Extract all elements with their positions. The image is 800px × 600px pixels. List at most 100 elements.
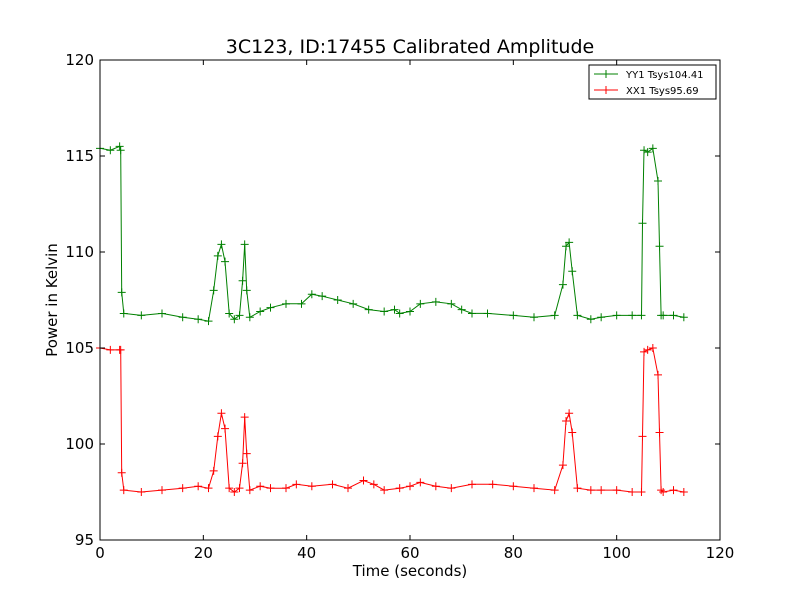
data-point-marker (380, 486, 389, 495)
data-point-marker (178, 313, 187, 322)
data-point-marker (659, 488, 668, 496)
data-point-marker (395, 484, 404, 493)
chart-title: 3C123, ID:17455 Calibrated Amplitude (226, 36, 594, 58)
data-point-marker (657, 486, 666, 495)
data-point-marker (573, 484, 582, 493)
data-point-marker (447, 484, 456, 493)
data-point-marker (240, 240, 249, 249)
data-point-marker (565, 409, 574, 418)
data-point-marker (217, 409, 226, 418)
data-point-marker (217, 240, 226, 249)
data-point-marker (292, 480, 301, 489)
data-point-marker (638, 432, 647, 441)
series-0 (96, 142, 688, 326)
data-point-marker (395, 309, 404, 318)
data-point-marker (225, 484, 234, 493)
data-point-marker (659, 311, 668, 320)
data-point-marker (550, 311, 559, 320)
data-point-marker (256, 482, 265, 491)
y-tick-label: 115 (65, 147, 94, 165)
data-point-marker (282, 299, 290, 308)
data-point-marker (431, 482, 440, 491)
data-point-marker (612, 311, 621, 320)
data-point-marker (457, 305, 466, 314)
data-point-marker (106, 345, 115, 354)
legend-box (588, 64, 717, 100)
legend-marker (602, 70, 610, 78)
data-point-marker (194, 482, 203, 491)
data-point-marker (117, 468, 126, 477)
data-point-marker (679, 488, 688, 496)
data-point-marker (221, 424, 230, 433)
data-point-marker (369, 480, 378, 489)
data-point-marker (266, 303, 275, 312)
data-point-marker (106, 146, 115, 155)
data-point-marker (238, 459, 247, 468)
data-point-marker (586, 486, 595, 495)
data-point-marker (655, 242, 664, 251)
data-point-marker (558, 461, 567, 470)
data-point-marker (178, 484, 187, 493)
data-point-marker (240, 413, 249, 422)
data-point-marker (137, 311, 146, 320)
data-point-marker (655, 428, 664, 437)
data-point-marker (468, 309, 476, 318)
plot-background (100, 60, 720, 540)
data-point-marker (242, 286, 251, 295)
data-point-marker (628, 488, 637, 496)
data-point-marker (648, 144, 657, 153)
data-point-marker (245, 486, 254, 495)
series-1 (96, 344, 688, 496)
tick-layer: 0 20 40 60 80 100 120 95 100 105 110 115 120 (65, 51, 734, 562)
legend-marker (602, 86, 610, 94)
data-point-marker (209, 286, 218, 295)
data-point-marker (349, 299, 358, 308)
data-point-marker (307, 290, 316, 299)
data-point-marker (364, 305, 373, 314)
legend-label: XX1 Tsys95.69 (626, 86, 699, 97)
data-point-marker (235, 311, 244, 320)
x-tick-label: 20 (194, 544, 213, 562)
data-point-marker (654, 370, 662, 379)
data-point-marker (468, 480, 476, 489)
data-point-marker (221, 257, 230, 266)
data-point-marker (586, 315, 595, 324)
data-point-marker (597, 313, 606, 322)
data-point-marker (643, 345, 652, 354)
data-point-marker (416, 478, 425, 487)
data-point-marker (565, 238, 574, 247)
data-point-marker (235, 484, 244, 493)
data-point-marker (568, 428, 577, 437)
data-point-marker (669, 311, 678, 320)
data-point-marker (638, 219, 647, 228)
y-tick-label: 105 (65, 339, 94, 357)
data-point-marker (679, 313, 688, 322)
data-point-marker (637, 488, 646, 496)
data-point-marker (530, 484, 538, 493)
data-point-marker (307, 482, 316, 491)
data-point-marker (669, 486, 678, 495)
x-tick-label: 120 (706, 544, 735, 562)
data-point-marker (158, 309, 166, 318)
data-point-marker (116, 345, 125, 354)
data-point-marker (230, 488, 239, 496)
data-point-marker (643, 148, 652, 157)
data-point-marker (530, 313, 538, 322)
x-tick-label: 0 (95, 544, 105, 562)
data-point-marker (209, 466, 218, 475)
x-axis-label: Time (seconds) (352, 562, 468, 580)
data-point-marker (562, 416, 571, 425)
data-point-marker (406, 482, 414, 491)
x-tick-label: 40 (297, 544, 316, 562)
data-point-marker (488, 480, 497, 489)
data-point-marker (648, 344, 657, 352)
data-point-marker (654, 176, 662, 185)
data-point-marker (550, 486, 559, 495)
data-point-marker (245, 313, 254, 322)
data-point-marker (628, 311, 637, 320)
legend-label: YY1 Tsys104.41 (625, 70, 704, 81)
data-point-marker (158, 486, 166, 495)
data-point-marker (568, 267, 577, 276)
data-point-marker (597, 486, 606, 495)
data-point-marker (116, 146, 125, 155)
